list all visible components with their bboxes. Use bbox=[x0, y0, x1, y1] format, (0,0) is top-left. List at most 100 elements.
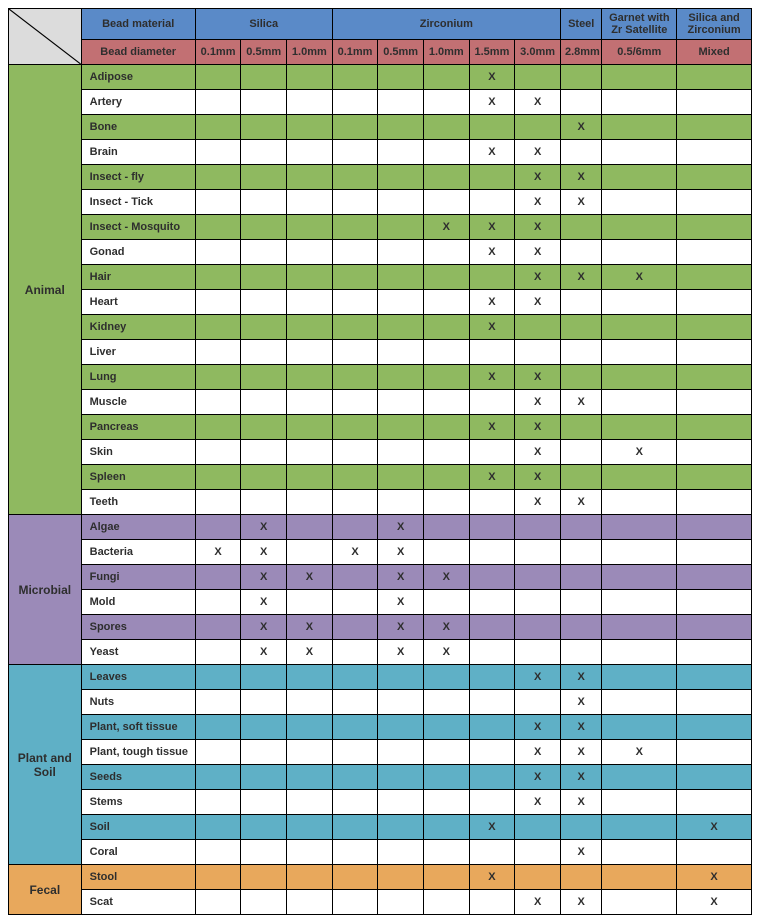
category-label: Animal bbox=[9, 65, 82, 515]
data-cell bbox=[332, 565, 378, 590]
data-cell bbox=[560, 465, 602, 490]
data-cell bbox=[602, 665, 677, 690]
data-cell bbox=[241, 490, 287, 515]
table-row: MoldXX bbox=[9, 590, 752, 615]
data-cell bbox=[423, 865, 469, 890]
data-cell bbox=[195, 840, 241, 865]
data-cell bbox=[469, 715, 515, 740]
data-cell bbox=[287, 365, 333, 390]
data-cell bbox=[602, 315, 677, 340]
data-cell bbox=[602, 490, 677, 515]
data-cell bbox=[378, 65, 424, 90]
data-cell bbox=[378, 715, 424, 740]
data-cell bbox=[332, 215, 378, 240]
diameter-col: 0.5mm bbox=[378, 40, 424, 65]
row-label: Mold bbox=[81, 590, 195, 615]
data-cell bbox=[677, 740, 752, 765]
data-cell bbox=[195, 415, 241, 440]
data-cell: X bbox=[560, 690, 602, 715]
data-cell: X bbox=[423, 615, 469, 640]
table-row: Plant, tough tissueXXX bbox=[9, 740, 752, 765]
data-cell bbox=[469, 565, 515, 590]
category-label: Fecal bbox=[9, 865, 82, 915]
data-cell bbox=[332, 165, 378, 190]
category-label: Microbial bbox=[9, 515, 82, 665]
data-cell bbox=[560, 365, 602, 390]
data-cell bbox=[677, 615, 752, 640]
data-cell bbox=[602, 565, 677, 590]
data-cell bbox=[515, 840, 561, 865]
data-cell: X bbox=[602, 740, 677, 765]
data-cell bbox=[423, 490, 469, 515]
row-label: Gonad bbox=[81, 240, 195, 265]
data-cell bbox=[195, 340, 241, 365]
data-cell bbox=[332, 740, 378, 765]
data-cell bbox=[423, 740, 469, 765]
data-cell bbox=[287, 390, 333, 415]
data-cell bbox=[677, 140, 752, 165]
row-label: Spleen bbox=[81, 465, 195, 490]
data-cell: X bbox=[677, 890, 752, 915]
data-cell: X bbox=[241, 640, 287, 665]
data-cell bbox=[602, 290, 677, 315]
data-cell bbox=[378, 215, 424, 240]
data-cell bbox=[602, 865, 677, 890]
data-cell bbox=[469, 490, 515, 515]
data-cell bbox=[195, 490, 241, 515]
data-cell bbox=[332, 640, 378, 665]
material-garnet: Garnet with Zr Satellite bbox=[602, 9, 677, 40]
data-cell: X bbox=[332, 540, 378, 565]
data-cell bbox=[423, 665, 469, 690]
data-cell bbox=[195, 440, 241, 465]
data-cell bbox=[287, 90, 333, 115]
data-cell bbox=[332, 465, 378, 490]
data-cell: X bbox=[287, 640, 333, 665]
data-cell: X bbox=[560, 190, 602, 215]
data-cell bbox=[677, 315, 752, 340]
data-cell bbox=[423, 765, 469, 790]
row-label: Spores bbox=[81, 615, 195, 640]
data-cell bbox=[287, 415, 333, 440]
data-cell: X bbox=[378, 515, 424, 540]
data-cell bbox=[195, 890, 241, 915]
data-cell: X bbox=[469, 290, 515, 315]
data-cell bbox=[378, 140, 424, 165]
data-cell bbox=[677, 365, 752, 390]
data-cell bbox=[287, 215, 333, 240]
row-label: Pancreas bbox=[81, 415, 195, 440]
data-cell bbox=[195, 240, 241, 265]
data-cell bbox=[378, 440, 424, 465]
data-cell: X bbox=[469, 415, 515, 440]
data-cell bbox=[602, 240, 677, 265]
data-cell: X bbox=[469, 215, 515, 240]
data-cell bbox=[423, 340, 469, 365]
data-cell bbox=[560, 290, 602, 315]
data-cell bbox=[195, 765, 241, 790]
data-cell bbox=[195, 815, 241, 840]
row-label: Insect - Tick bbox=[81, 190, 195, 215]
table-row: CoralX bbox=[9, 840, 752, 865]
data-cell bbox=[195, 390, 241, 415]
data-cell: X bbox=[515, 440, 561, 465]
table-row: KidneyX bbox=[9, 315, 752, 340]
data-cell bbox=[287, 790, 333, 815]
data-cell: X bbox=[560, 790, 602, 815]
data-cell bbox=[241, 840, 287, 865]
data-cell bbox=[602, 65, 677, 90]
data-cell: X bbox=[515, 140, 561, 165]
diameter-col: 3.0mm bbox=[515, 40, 561, 65]
data-cell bbox=[560, 140, 602, 165]
data-cell bbox=[241, 340, 287, 365]
data-cell bbox=[515, 565, 561, 590]
data-cell bbox=[241, 815, 287, 840]
data-cell bbox=[423, 90, 469, 115]
data-cell bbox=[560, 90, 602, 115]
data-cell bbox=[287, 740, 333, 765]
data-cell bbox=[677, 440, 752, 465]
table-row: PancreasXX bbox=[9, 415, 752, 440]
data-cell bbox=[241, 465, 287, 490]
data-cell bbox=[195, 640, 241, 665]
row-label: Stems bbox=[81, 790, 195, 815]
table-row: FungiXXXX bbox=[9, 565, 752, 590]
data-cell bbox=[332, 65, 378, 90]
